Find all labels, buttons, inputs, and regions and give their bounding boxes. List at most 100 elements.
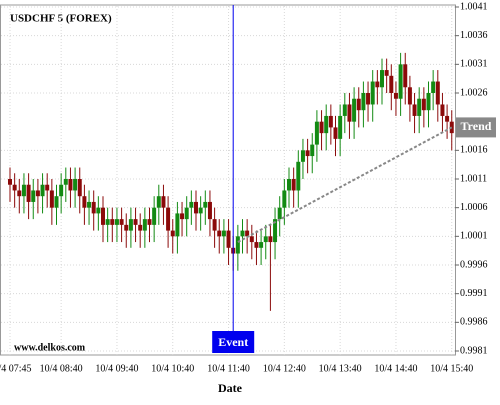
candle-body bbox=[166, 207, 171, 231]
watermark: www.delkos.com bbox=[14, 342, 86, 353]
x-tick-label: 10/4 09:40 bbox=[95, 363, 138, 374]
candle-body bbox=[105, 219, 110, 225]
candle-body bbox=[356, 98, 361, 111]
candle-body bbox=[26, 184, 31, 202]
candle-body bbox=[417, 98, 422, 116]
y-tick-label: 1.0036 bbox=[460, 30, 488, 41]
candle-body bbox=[314, 121, 319, 145]
x-tick-label: 10/4 11:40 bbox=[207, 363, 250, 374]
candle-body bbox=[333, 127, 338, 139]
candle-body bbox=[259, 242, 264, 248]
candle-body bbox=[282, 190, 287, 208]
candle-body bbox=[342, 104, 347, 116]
candle-body bbox=[194, 201, 198, 214]
candle-body bbox=[445, 115, 450, 122]
y-tick-label: 0.9981 bbox=[460, 345, 488, 356]
candle-body bbox=[393, 93, 398, 99]
candle-body bbox=[114, 219, 119, 225]
candle-body bbox=[366, 93, 371, 105]
candle-body bbox=[161, 196, 166, 208]
candle-body bbox=[119, 219, 124, 225]
event-label: Event bbox=[218, 335, 248, 349]
candle-body bbox=[54, 196, 59, 208]
candle-body bbox=[352, 98, 357, 122]
y-tick-label: 1.0001 bbox=[460, 231, 488, 242]
candle-body bbox=[426, 93, 431, 111]
y-tick-label: 1.0006 bbox=[460, 202, 488, 213]
candle-body bbox=[338, 115, 343, 139]
y-tick-label: 1.0026 bbox=[460, 87, 488, 98]
candle-body bbox=[324, 115, 329, 134]
candle-body bbox=[17, 190, 22, 197]
x-tick-label: 10/4 14:40 bbox=[374, 363, 417, 374]
candle-body bbox=[142, 219, 147, 231]
candle-body bbox=[398, 64, 403, 99]
candle-body bbox=[449, 121, 454, 134]
candle-body bbox=[31, 190, 36, 202]
candle-body bbox=[8, 179, 12, 185]
x-tick-label: 10/4 15:40 bbox=[430, 363, 473, 374]
candle-body bbox=[68, 179, 73, 191]
candle-body bbox=[296, 161, 301, 191]
y-tick-label: 1.0031 bbox=[460, 59, 488, 70]
candle-body bbox=[212, 219, 217, 231]
candle-body bbox=[138, 224, 143, 231]
candle-body bbox=[198, 207, 203, 214]
candle-body bbox=[277, 207, 282, 220]
candle-body bbox=[421, 98, 426, 111]
candle-body bbox=[384, 70, 389, 76]
trend-label: Trend bbox=[461, 119, 492, 133]
candle-body bbox=[124, 224, 129, 231]
candle-body bbox=[435, 81, 440, 105]
candle-body bbox=[361, 93, 366, 111]
candle-body bbox=[319, 121, 324, 134]
candle-body bbox=[380, 70, 384, 88]
candle-body bbox=[133, 219, 138, 225]
candle-body bbox=[184, 207, 189, 220]
candle-body bbox=[310, 144, 315, 157]
candle-body bbox=[96, 207, 101, 214]
candle-body bbox=[49, 190, 54, 208]
candle-body bbox=[249, 236, 254, 243]
candle-body bbox=[254, 242, 259, 248]
candle-body bbox=[235, 236, 240, 254]
candle-body bbox=[40, 184, 45, 197]
candle-body bbox=[147, 219, 152, 225]
candle-body bbox=[101, 207, 105, 225]
candle-body bbox=[175, 213, 180, 237]
candle-body bbox=[407, 87, 412, 105]
candle-body bbox=[300, 150, 305, 162]
candle-body bbox=[389, 75, 394, 93]
candle-body bbox=[305, 150, 310, 157]
candle-body bbox=[87, 201, 92, 208]
candle-body bbox=[110, 219, 115, 225]
x-tick-label: 10/4 07:45 bbox=[0, 363, 32, 374]
y-tick-label: 1.0011 bbox=[460, 173, 487, 184]
candle-body bbox=[152, 207, 157, 225]
candle-body bbox=[156, 196, 161, 208]
candle-body bbox=[189, 201, 194, 208]
candle-body bbox=[440, 104, 445, 116]
candle-body bbox=[45, 184, 50, 191]
candle-body bbox=[217, 230, 222, 237]
candle-body bbox=[412, 104, 417, 116]
candle-body bbox=[370, 81, 375, 105]
candle-body bbox=[375, 81, 380, 88]
y-tick-label: 1.0016 bbox=[460, 145, 488, 156]
candle-body bbox=[240, 230, 245, 237]
candle-body bbox=[82, 196, 87, 208]
y-tick-label: 0.9986 bbox=[460, 317, 488, 328]
candle-body bbox=[273, 219, 278, 243]
x-tick-label: 10/4 08:40 bbox=[40, 363, 83, 374]
trend-label-box bbox=[456, 117, 496, 138]
x-tick-label: 10/4 13:40 bbox=[319, 363, 362, 374]
y-tick-label: 0.9991 bbox=[460, 288, 488, 299]
event-label-box bbox=[212, 331, 255, 353]
candle-body bbox=[21, 184, 26, 197]
candle-body bbox=[63, 179, 68, 185]
candle-body bbox=[403, 64, 408, 88]
candle-body bbox=[59, 184, 64, 197]
candle-body bbox=[77, 179, 82, 197]
candle-body bbox=[73, 179, 78, 191]
